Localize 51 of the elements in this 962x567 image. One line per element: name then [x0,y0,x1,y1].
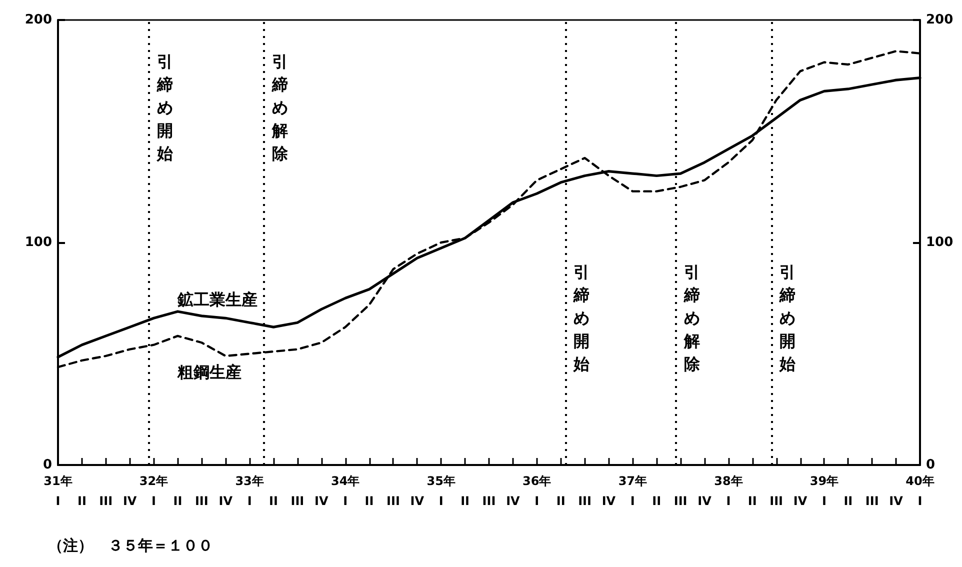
y2-tick-label: 100 [926,235,954,250]
x-tick-label: II [269,494,278,508]
x-tick-label: III [386,494,400,508]
ref-line-label: 引締め開始 [778,262,797,374]
x-tick-label: II [556,494,566,508]
x-tick-label: 40年 I [906,474,934,508]
ref-line-label: 引締め開始 [156,52,174,163]
x-tick-label: IV [506,494,521,508]
x-tick-label: III [578,494,592,508]
x-tick-label: III [194,494,208,508]
x-tick-label: II [364,494,374,508]
x-tick-label: 37年 I [618,474,648,508]
x-tick-label: IV [218,494,234,508]
x-tick-label: 35年 I [426,474,456,508]
x-tick-label: IV [698,494,712,508]
x-tick-label: IV [410,494,425,508]
y-tick-label: 200 [24,12,52,28]
series-label: 粗鋼生産 [176,362,242,382]
y2-tick-label: 0 [926,458,936,472]
y-tick-label: 0 [42,458,52,472]
x-tick-label: 31年 I [44,474,72,508]
x-tick-label: IV [889,494,904,508]
x-tick-label: III [290,494,304,508]
x-tick-label: II [748,494,757,508]
x-tick-label: II [173,494,182,508]
x-tick-label: 38年 I [714,474,743,508]
x-tick-label: IV [122,494,138,508]
x-tick-label: III [865,494,879,508]
x-tick-label: 32年 I [139,474,168,508]
x-tick-label: 34年 I [330,474,360,508]
y2-tick-label: 200 [926,12,954,28]
x-tick-label: 39年 I [810,474,839,508]
ref-line-label: 引締め開始 [572,262,591,374]
x-tick-label: 36年 I [522,474,552,508]
text: （注） ３５年＝１００ [48,536,213,554]
x-tick-label: II [652,494,662,508]
x-tick-label: II [460,494,470,508]
x-tick-label: III [482,494,496,508]
x-tick-label: III [770,494,784,508]
x-tick-label: III [99,494,113,508]
x-tick-label: III [674,494,688,508]
x-tick-label: II [77,494,86,508]
ref-line-label: 引締め解除 [682,262,701,374]
x-tick-label: IV [793,494,808,508]
x-tick-label: 33年 I [235,474,264,508]
ref-line-label: 引締め解除 [270,52,289,163]
x-tick-label: IV [602,494,616,508]
series-label: 鉱工業生産 [176,290,258,309]
x-tick-label: II [844,494,853,508]
x-tick-label: IV [314,494,329,508]
y-tick-label: 100 [24,235,52,250]
